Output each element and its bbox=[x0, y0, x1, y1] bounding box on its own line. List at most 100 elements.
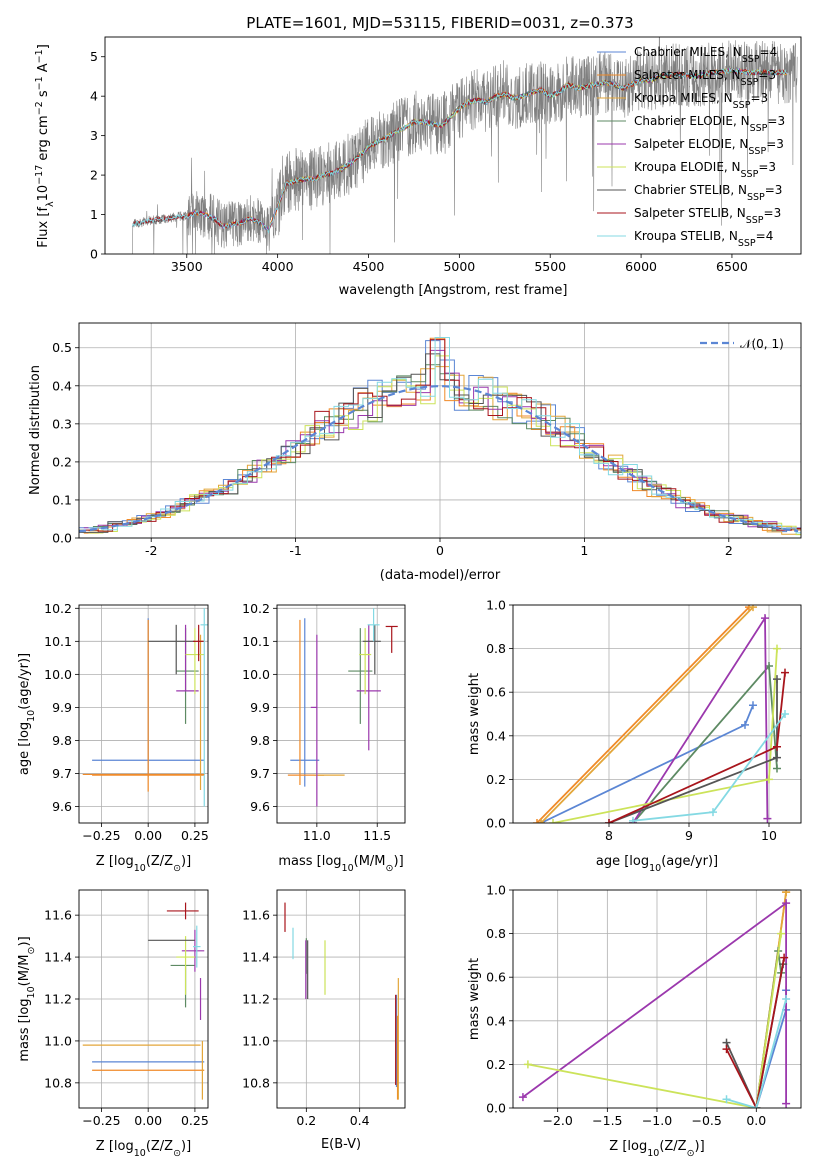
x-axis-label-part: 10 bbox=[342, 863, 354, 874]
plot-area bbox=[82, 902, 205, 1100]
y-axis-label-part: −1 bbox=[34, 49, 45, 63]
series-marker bbox=[605, 819, 613, 823]
x-tick-label: 4000 bbox=[262, 259, 294, 274]
grid-lines bbox=[277, 890, 405, 1108]
y-tick-label: 11.6 bbox=[242, 908, 270, 923]
x-tick-label: 0.25 bbox=[181, 828, 209, 843]
y-axis-label-part: −17 bbox=[34, 165, 45, 185]
x-axis-label-part: 10 bbox=[647, 1148, 659, 1159]
legend-entry-part: Chabrier MILES, N bbox=[634, 45, 742, 59]
x-axis-label-part: )] bbox=[394, 854, 404, 869]
x-axis-label: age [log10(age/yr)] bbox=[596, 854, 718, 874]
legend-entry-part: SSP bbox=[738, 238, 756, 249]
series-marker bbox=[781, 710, 789, 718]
series-marker bbox=[773, 644, 781, 653]
y-tick-label: 11.0 bbox=[242, 1033, 270, 1048]
x-axis-label-part: (M/M bbox=[354, 854, 386, 869]
y-tick-label: 11.2 bbox=[44, 992, 72, 1007]
x-tick-label: −2.0 bbox=[543, 1113, 573, 1128]
x-tick-label: 0 bbox=[436, 543, 444, 558]
x-axis-label-part: )] bbox=[695, 1139, 705, 1154]
x-axis-label-part: Z [log bbox=[96, 1139, 134, 1154]
series-marker bbox=[761, 614, 769, 623]
y-axis-label-part: ⊙ bbox=[26, 947, 37, 955]
y-tick-label: 0 bbox=[90, 247, 98, 262]
y-tick-label: 10.1 bbox=[242, 634, 270, 649]
series-marker bbox=[709, 808, 717, 817]
series-marker bbox=[518, 1093, 527, 1102]
axes-frame: 8 9 10 0.0 0.2 0.4 0.6 0.8 1.0 bbox=[486, 598, 802, 843]
model-spectrum-salpeter-stelib bbox=[131, 67, 787, 232]
series-marker bbox=[749, 701, 757, 710]
y-axis-label: mass weight bbox=[467, 673, 482, 755]
series-line bbox=[725, 957, 785, 1108]
y-tick-label: 3 bbox=[90, 128, 98, 143]
x-tick-label: 9 bbox=[685, 828, 693, 843]
legend-entry-part: SSP bbox=[747, 192, 765, 203]
y-tick-label: 2 bbox=[90, 168, 98, 183]
x-tick-label: 6000 bbox=[625, 259, 657, 274]
x-axis-label-part: (Z/Z bbox=[146, 1139, 173, 1154]
x-axis-label: Z [log10(Z/Z⊙)] bbox=[609, 1139, 704, 1159]
y-axis-label-part: (M/M bbox=[17, 954, 32, 986]
y-axis-label-part: 10 bbox=[36, 185, 51, 202]
y-tick-label: 11.4 bbox=[44, 950, 72, 965]
y-tick-label: 10.8 bbox=[242, 1075, 270, 1090]
y-tick-label: 0.3 bbox=[52, 416, 72, 431]
x-axis-label-part: 10 bbox=[134, 1148, 146, 1159]
data-point-salpeter-elodie bbox=[356, 624, 381, 751]
legend-entry-part: =3 bbox=[758, 68, 776, 82]
x-tick-label: 0.00 bbox=[134, 828, 162, 843]
y-tick-label: 0.6 bbox=[486, 970, 506, 985]
x-tick-label: -1 bbox=[289, 543, 301, 558]
y-tick-label: 0.4 bbox=[486, 1013, 506, 1028]
series-marker bbox=[777, 929, 786, 938]
data-point-salpeter-stelib bbox=[385, 625, 398, 653]
y-tick-label: 9.9 bbox=[250, 700, 270, 715]
y-tick-label: 1.0 bbox=[486, 598, 506, 613]
series-line bbox=[726, 998, 787, 1108]
series-line bbox=[522, 901, 787, 1104]
legend-entry: Chabrier ELODIE, NSSP=3 bbox=[634, 114, 785, 134]
legend-entry-part: Salpeter ELODIE, N bbox=[634, 137, 748, 151]
data-point-salpeter-miles bbox=[92, 619, 205, 792]
series-line bbox=[536, 606, 750, 823]
y-tick-label: 10.0 bbox=[44, 667, 72, 682]
y-tick-label: 10.1 bbox=[44, 634, 72, 649]
y-tick-label: 9.9 bbox=[52, 700, 72, 715]
y-tick-label: 10.0 bbox=[242, 667, 270, 682]
model-spectrum-kroupa-stelib bbox=[131, 67, 787, 235]
y-tick-label: 5 bbox=[90, 49, 98, 64]
x-axis-label-part: age [log bbox=[596, 854, 649, 869]
series-salpeter-elodie bbox=[518, 899, 791, 1108]
x-axis-label-part: (Z/Z bbox=[659, 1139, 686, 1154]
y-tick-label: 10.8 bbox=[44, 1075, 72, 1090]
data-point-chabrier-stelib bbox=[362, 624, 381, 675]
series-marker bbox=[781, 668, 789, 677]
y-tick-label: 11.6 bbox=[44, 908, 72, 923]
data-point-kroupa-stelib bbox=[193, 925, 201, 968]
series-kroupa-elodie bbox=[549, 644, 781, 823]
mass-weight-vs-metallicity-panel: −2.0 −1.5 −1.0 −0.5 0.0 0.0 0.2 0.4 0.6 0.8 1.0 Z [… bbox=[467, 883, 802, 1159]
plot-area bbox=[533, 605, 789, 823]
axes-box bbox=[276, 604, 406, 824]
series-salpeter-stelib bbox=[605, 668, 789, 823]
series-kroupa-miles bbox=[537, 605, 757, 823]
legend-entry-gaussian: 𝒩(0, 1) bbox=[740, 337, 784, 351]
mass-weight-vs-age-panel: 8 9 100.00.20.40.60.81.0 age [log10(age/yr)… bbox=[467, 598, 802, 874]
legend-entry-part: SSP bbox=[748, 146, 766, 157]
y-tick-label: 0.4 bbox=[486, 728, 506, 743]
x-axis-label-part: mass [log bbox=[278, 854, 341, 869]
y-axis-label-part: −1 bbox=[34, 76, 45, 90]
series-marker bbox=[782, 1099, 791, 1108]
data-point-chabrier-stelib bbox=[148, 624, 195, 675]
series-salpeter-miles bbox=[533, 605, 753, 823]
series-kroupa-stelib bbox=[629, 710, 789, 823]
mass-vs-ebv-panel: 0.2 0.4 10.8 11.0 11.2 11.4 11.6 E(B-V) bbox=[242, 889, 406, 1152]
y-axis-label-part: )] bbox=[17, 936, 32, 946]
legend-entry: Kroupa STELIB, NSSP=4 bbox=[634, 229, 773, 249]
y-tick-label: 0.0 bbox=[486, 1101, 506, 1116]
y-tick-label: 11.4 bbox=[242, 950, 270, 965]
